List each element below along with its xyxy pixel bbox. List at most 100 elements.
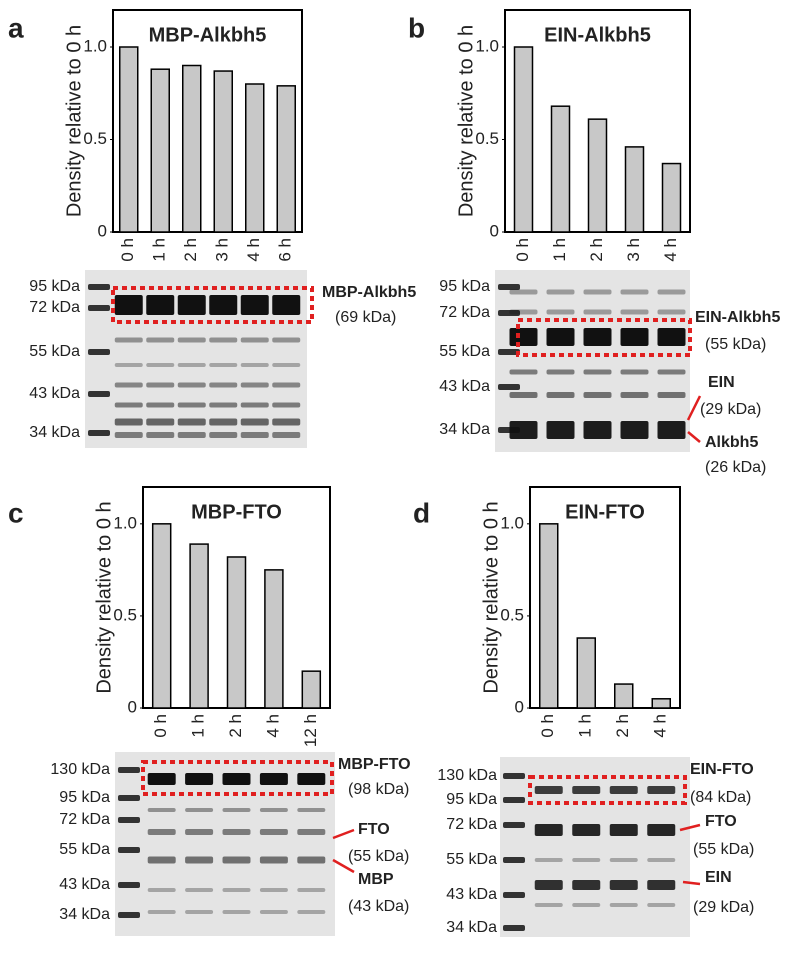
- gel-band: [620, 328, 649, 346]
- pointer-line: [686, 395, 702, 421]
- band-label: (69 kDa): [335, 309, 396, 326]
- gel-band: [185, 910, 214, 914]
- y-tick-label: 1.0: [83, 36, 107, 55]
- marker-band: [118, 882, 140, 888]
- gel-band: [177, 382, 206, 388]
- marker-label: 130 kDa: [437, 767, 497, 784]
- gel-band: [297, 773, 326, 785]
- marker-band: [503, 822, 525, 828]
- marker-band: [498, 349, 520, 355]
- gel-band: [114, 337, 143, 343]
- x-tick-label: 2 h: [226, 714, 245, 738]
- gel-band: [647, 903, 676, 907]
- x-tick-label: 0 h: [151, 714, 170, 738]
- plot-frame: [112, 9, 303, 233]
- gel-band: [259, 773, 288, 785]
- marker-band: [88, 430, 110, 436]
- x-tick-label: 4 h: [651, 714, 670, 738]
- gel-band: [534, 858, 563, 862]
- gel-band: [209, 402, 238, 408]
- gel-band: [114, 382, 143, 388]
- marker-label: 72 kDa: [446, 816, 497, 833]
- gel-band: [259, 829, 288, 835]
- y-tick-label: 0.5: [475, 129, 499, 148]
- marker-label: 55 kDa: [446, 851, 497, 868]
- marker-label: 55 kDa: [59, 841, 110, 858]
- gel-band: [185, 856, 214, 864]
- gel-band: [509, 392, 538, 398]
- gel-band: [240, 363, 269, 367]
- gel-band: [620, 289, 649, 295]
- gel-band: [583, 309, 612, 315]
- gel-band: [272, 402, 301, 408]
- marker-band: [118, 817, 140, 823]
- gel-band: [583, 328, 612, 346]
- gel-band: [177, 337, 206, 343]
- gel-band: [534, 880, 563, 890]
- chart-title: EIN-Alkbh5: [544, 24, 651, 46]
- pointer-line: [332, 828, 355, 840]
- gel-band: [240, 382, 269, 388]
- marker-band: [503, 892, 525, 898]
- marker-label: 95 kDa: [29, 278, 80, 295]
- gel-band: [147, 773, 176, 785]
- x-tick-label: 1 h: [550, 238, 569, 262]
- gel-band: [147, 856, 176, 864]
- marker-band: [498, 384, 520, 390]
- x-tick-label: 2 h: [181, 238, 200, 262]
- gel-band: [647, 824, 676, 836]
- bar: [226, 556, 247, 709]
- chart-title: MBP-FTO: [191, 501, 282, 523]
- gel-band: [222, 910, 251, 914]
- gel-band: [272, 363, 301, 367]
- gel-band: [146, 337, 175, 343]
- gel-band: [222, 808, 251, 812]
- gel-band: [114, 402, 143, 408]
- gel-band: [222, 888, 251, 892]
- marker-label: 43 kDa: [29, 385, 80, 402]
- band-label: MBP-Alkbh5: [322, 284, 416, 301]
- gel-band: [272, 432, 301, 438]
- gel-band: [185, 773, 214, 785]
- y-tick-label: 1.0: [475, 36, 499, 55]
- x-tick-label: 2 h: [613, 714, 632, 738]
- gel-band: [114, 432, 143, 438]
- band-label: (43 kDa): [348, 898, 409, 915]
- gel-band: [572, 880, 601, 890]
- marker-label: 34 kDa: [59, 906, 110, 923]
- gel-band: [209, 382, 238, 388]
- gel-band: [534, 786, 563, 794]
- gel-band: [259, 888, 288, 892]
- gel-band: [609, 880, 638, 890]
- gel-band: [509, 421, 538, 439]
- highlight-box: [516, 318, 692, 357]
- marker-label: 34 kDa: [446, 919, 497, 936]
- gel-band: [272, 382, 301, 388]
- gel-band: [185, 808, 214, 812]
- x-tick-label: 0 h: [538, 714, 557, 738]
- marker-label: 34 kDa: [439, 421, 490, 438]
- gel-band: [240, 418, 269, 426]
- y-tick-label: 1.0: [500, 513, 524, 532]
- gel-band: [297, 808, 326, 812]
- pointer-line: [332, 858, 355, 874]
- x-tick-label: 0 h: [513, 238, 532, 262]
- marker-band: [503, 925, 525, 931]
- marker-label: 130 kDa: [50, 761, 110, 778]
- x-tick-label: 2 h: [587, 238, 606, 262]
- y-axis-label: Density relative to 0 h: [480, 501, 502, 693]
- chart-title: EIN-FTO: [565, 501, 645, 523]
- x-tick-label: 1 h: [576, 714, 595, 738]
- y-tick-label: 0: [515, 697, 524, 716]
- y-axis-label: Density relative to 0 h: [455, 25, 477, 217]
- gel-band: [146, 432, 175, 438]
- gel-band: [583, 289, 612, 295]
- gel-band: [177, 418, 206, 426]
- gel-band: [209, 295, 238, 315]
- gel-band: [609, 858, 638, 862]
- gel-band: [146, 295, 175, 315]
- x-tick-label: 4 h: [263, 714, 282, 738]
- gel-band: [146, 363, 175, 367]
- marker-label: 72 kDa: [29, 299, 80, 316]
- marker-label: 43 kDa: [446, 886, 497, 903]
